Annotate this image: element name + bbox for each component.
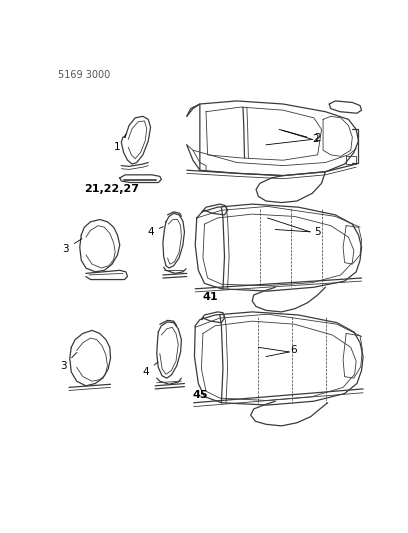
Text: 21,22,27: 21,22,27 [84, 184, 140, 193]
Text: 3: 3 [62, 239, 82, 254]
Text: 45: 45 [193, 390, 208, 400]
Text: 4: 4 [147, 227, 163, 237]
Text: 3: 3 [60, 352, 77, 371]
Text: 2: 2 [314, 133, 320, 143]
Text: 1: 1 [114, 134, 126, 152]
Text: 41: 41 [202, 292, 218, 302]
Text: 2: 2 [282, 130, 319, 144]
Text: 4: 4 [143, 362, 157, 377]
Text: 5: 5 [314, 227, 320, 237]
Text: 5169 3000: 5169 3000 [58, 70, 111, 80]
Text: 6: 6 [291, 345, 297, 356]
